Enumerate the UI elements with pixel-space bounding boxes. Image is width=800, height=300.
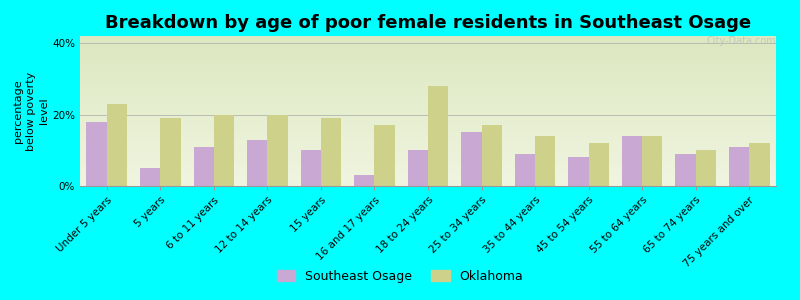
Bar	[589, 143, 609, 186]
Legend: Southeast Osage, Oklahoma: Southeast Osage, Oklahoma	[271, 265, 529, 288]
Bar	[301, 150, 321, 186]
Y-axis label: percentage
below poverty
level: percentage below poverty level	[13, 71, 50, 151]
Bar	[514, 154, 535, 186]
Bar	[675, 154, 696, 186]
Bar	[86, 122, 106, 186]
Bar	[408, 150, 428, 186]
Bar	[214, 115, 234, 186]
Text: City-Data.com: City-Data.com	[706, 36, 776, 46]
Bar	[729, 147, 750, 186]
Bar	[160, 118, 181, 186]
Bar	[267, 115, 288, 186]
Bar	[106, 104, 127, 186]
Bar	[140, 168, 160, 186]
Bar	[535, 136, 555, 186]
Bar	[354, 175, 374, 186]
Bar	[194, 147, 214, 186]
Bar	[461, 132, 482, 186]
Bar	[247, 140, 267, 186]
Bar	[374, 125, 395, 186]
Bar	[696, 150, 716, 186]
Bar	[428, 86, 448, 186]
Bar	[482, 125, 502, 186]
Title: Breakdown by age of poor female residents in Southeast Osage: Breakdown by age of poor female resident…	[105, 14, 751, 32]
Bar	[642, 136, 662, 186]
Bar	[321, 118, 342, 186]
Bar	[750, 143, 770, 186]
Bar	[568, 158, 589, 186]
Bar	[622, 136, 642, 186]
